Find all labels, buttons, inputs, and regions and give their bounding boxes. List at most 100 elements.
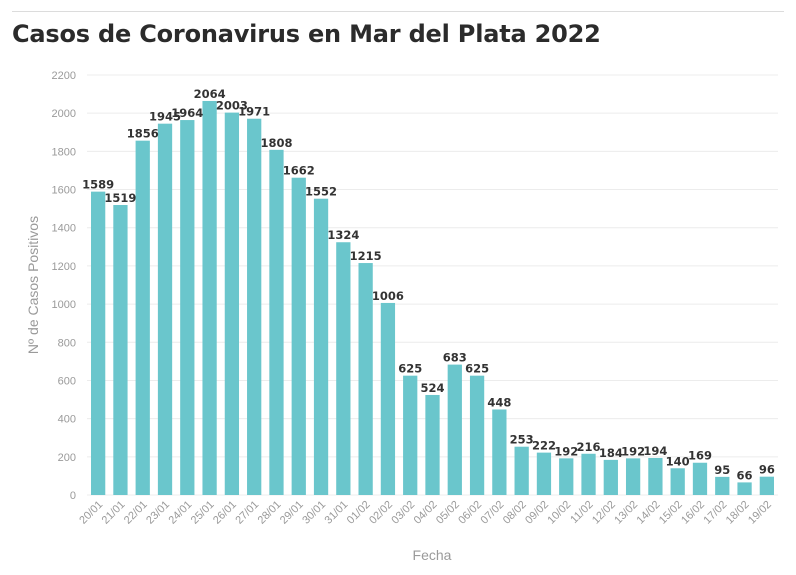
bar-value-label: 1006: [372, 289, 404, 303]
y-tick-label: 2200: [52, 70, 76, 82]
x-tick-label: 07/02: [479, 499, 507, 527]
x-tick-label: 16/02: [679, 499, 707, 527]
bar-value-label: 66: [737, 468, 753, 482]
x-tick-label: 25/01: [189, 499, 217, 527]
bar: [559, 458, 574, 495]
y-tick-label: 1200: [52, 261, 76, 273]
gridlines: [87, 74, 778, 496]
x-tick-label: 02/02: [367, 499, 395, 527]
bar: [469, 375, 485, 495]
x-tick-label: 12/02: [590, 499, 618, 527]
bar-value-label: 192: [554, 444, 578, 458]
bar-value-label: 192: [621, 444, 645, 458]
x-tick-label: 14/02: [635, 499, 663, 527]
bar-value-label: 1324: [327, 228, 359, 242]
x-tick-label: 05/02: [434, 499, 462, 527]
bar-value-label: 448: [487, 395, 511, 409]
bar-value-label: 216: [577, 440, 601, 454]
bar: [180, 120, 195, 496]
x-tick-label: 08/02: [501, 499, 529, 527]
bar-value-label: 524: [420, 381, 444, 395]
bar: [313, 198, 329, 495]
bar: [157, 123, 173, 495]
bar-value-label: 184: [599, 446, 623, 460]
x-tick-label: 15/02: [657, 499, 685, 527]
bar-value-label: 95: [714, 463, 730, 477]
bar: [247, 118, 262, 495]
x-tick-label: 18/02: [724, 499, 752, 527]
bar: [447, 364, 462, 495]
bar: [380, 302, 396, 495]
bar: [91, 191, 106, 496]
y-tick-label: 2000: [52, 108, 76, 120]
bar-value-label: 625: [398, 362, 422, 376]
bar: [670, 468, 685, 495]
x-axis-ticks: 20/0121/0122/0123/0124/0125/0126/0127/01…: [77, 499, 774, 527]
bar: [403, 375, 418, 495]
bar-value-label: 683: [443, 351, 467, 365]
bar-value-label: 1552: [305, 185, 337, 199]
x-tick-label: 20/01: [77, 499, 105, 527]
bar: [692, 462, 708, 495]
title-divider: [12, 11, 784, 12]
x-tick-label: 19/02: [746, 499, 774, 527]
bar: [625, 458, 641, 495]
x-tick-label: 26/01: [211, 499, 239, 527]
bar: [514, 446, 529, 495]
bar: [202, 100, 217, 496]
bar: [358, 263, 373, 495]
x-axis-title: Fecha: [413, 547, 452, 563]
bar-value-label: 253: [510, 433, 534, 447]
x-tick-label: 11/02: [568, 499, 595, 526]
x-tick-label: 03/02: [389, 499, 417, 527]
x-tick-label: 17/02: [701, 499, 729, 527]
bar: [425, 394, 440, 495]
x-tick-label: 21/01: [100, 499, 128, 527]
x-tick-label: 28/01: [256, 499, 284, 527]
bar: [492, 409, 507, 495]
x-tick-label: 31/01: [323, 499, 351, 527]
bar-value-label: 140: [666, 454, 690, 468]
bar: [737, 482, 752, 495]
bar-value-label: 2064: [194, 87, 226, 101]
y-axis-ticks: 0 200 400 600 800 1000 1200 1400 1600 1800 2000 220…: [52, 70, 76, 502]
bar: [536, 452, 552, 495]
y-axis-title: Nº de Casos Positivos: [25, 216, 41, 354]
x-tick-label: 01/02: [345, 499, 373, 527]
bars: [91, 100, 774, 496]
chart-title: Casos de Coronavirus en Mar del Plata 20…: [12, 20, 601, 48]
bar: [715, 476, 730, 495]
bar-value-label: 222: [532, 439, 556, 453]
bar-value-label: 169: [688, 449, 712, 463]
x-tick-label: 06/02: [456, 499, 484, 527]
bar-value-label: 1519: [104, 191, 136, 205]
bar-value-label: 96: [759, 463, 775, 477]
x-tick-label: 23/01: [144, 499, 172, 527]
bar: [224, 112, 240, 495]
bar-value-label: 1945: [149, 110, 181, 124]
bar-value-label: 1971: [238, 105, 270, 119]
y-tick-label: 1400: [52, 223, 76, 235]
bar-value-label: 1856: [127, 127, 159, 141]
x-tick-label: 27/01: [233, 499, 261, 527]
bar-value-label: 1808: [260, 136, 292, 150]
bar: [648, 457, 663, 495]
bar: [581, 453, 596, 495]
bar-value-label: 1964: [171, 106, 203, 120]
bar-value-label: 1589: [82, 178, 114, 192]
bar-value-label: 1662: [283, 164, 315, 178]
bar-value-label: 625: [465, 362, 489, 376]
bar: [336, 242, 351, 495]
y-tick-label: 1800: [52, 146, 76, 158]
bar-value-label: 194: [643, 444, 667, 458]
bar: [291, 177, 306, 495]
x-tick-label: 22/01: [122, 499, 150, 527]
x-tick-label: 13/02: [612, 499, 640, 527]
x-tick-label: 29/01: [278, 499, 306, 527]
bar: [269, 149, 284, 495]
bar: [603, 459, 618, 495]
bar: [759, 476, 774, 495]
x-tick-label: 30/01: [300, 499, 328, 527]
